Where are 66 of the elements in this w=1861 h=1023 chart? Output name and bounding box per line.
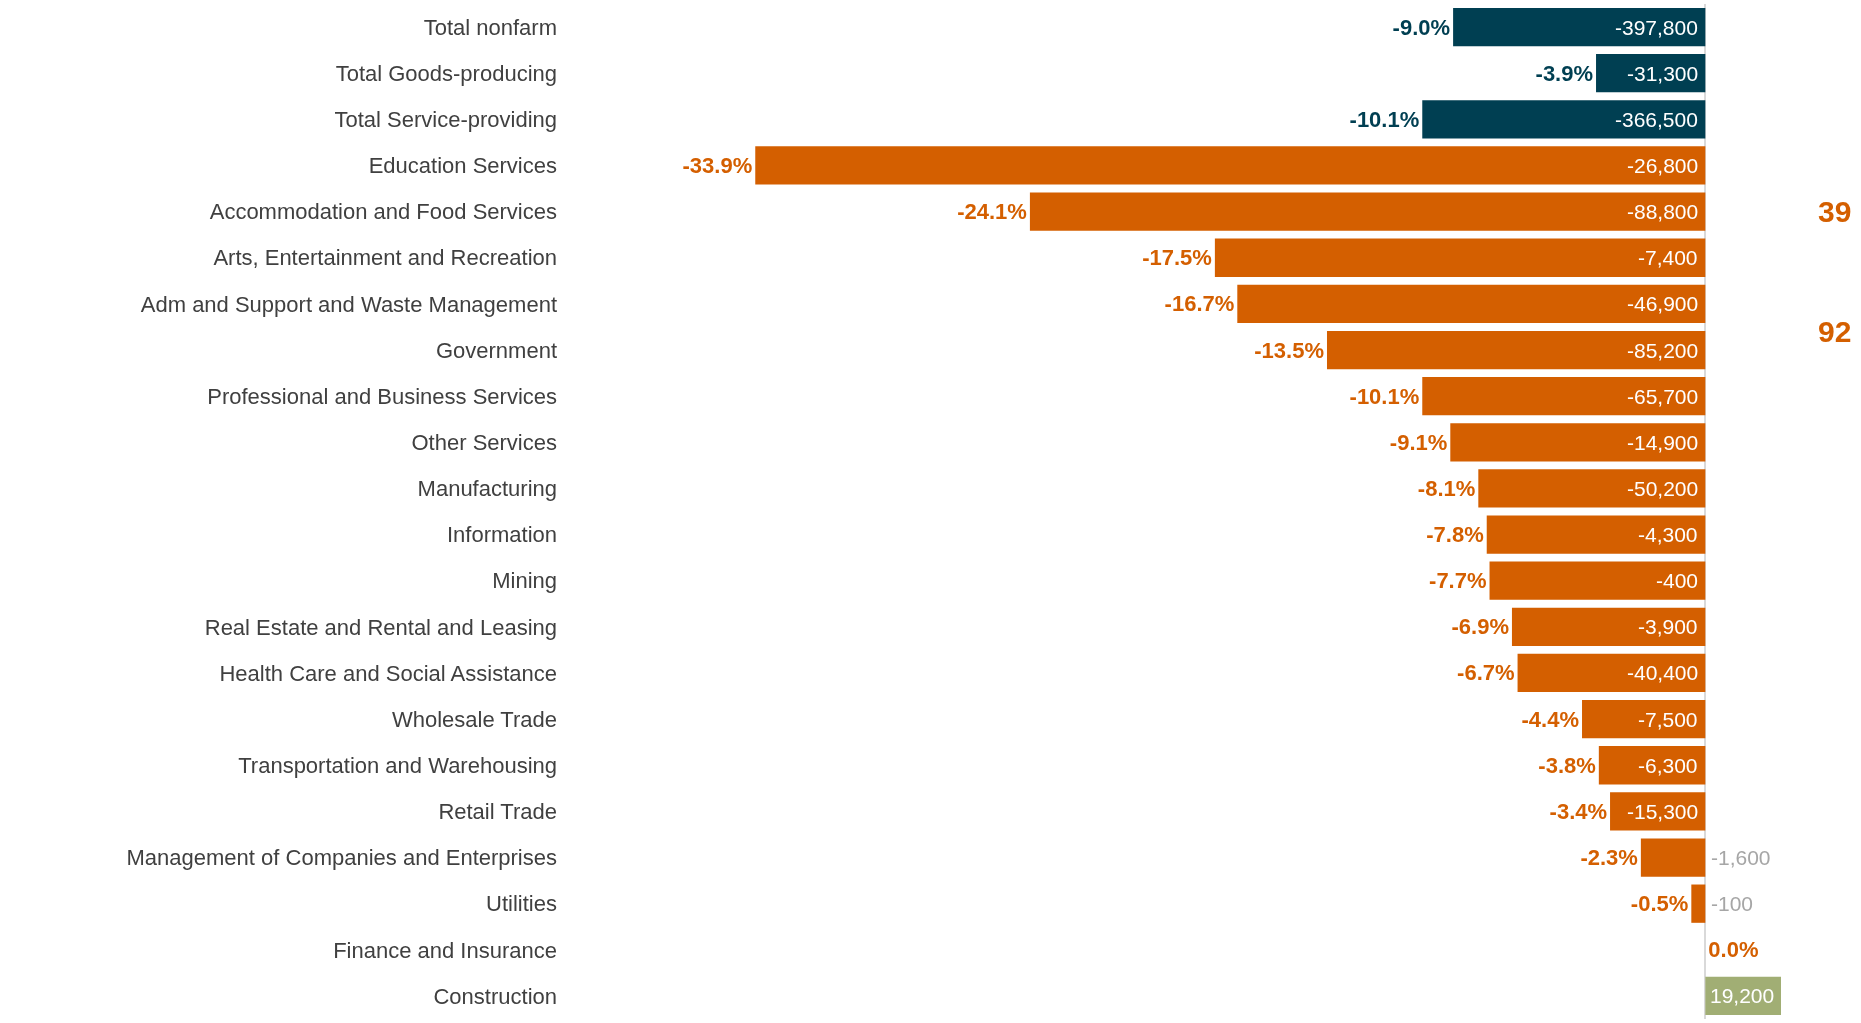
data-label: -10.1% — [1349, 383, 1420, 409]
annotation: -7,500 — [1638, 708, 1698, 731]
data-label: -7.7% — [1429, 568, 1487, 594]
annotation: 19,200 — [1710, 984, 1775, 1007]
y-tick-label: Education Services — [368, 153, 557, 179]
data-label: -33.9% — [682, 152, 753, 178]
y-tick-label: Total Service-providing — [334, 107, 557, 133]
y-tick-label: Wholesale Trade — [391, 706, 557, 732]
annotation: -50,200 — [1627, 477, 1699, 500]
annotation: -397,800 — [1615, 16, 1698, 39]
text: 39 — [1818, 195, 1852, 228]
y-tick-label: Government — [435, 337, 557, 363]
data-label: -0.5% — [1630, 891, 1689, 917]
data-label: -3.4% — [1549, 798, 1608, 824]
annotation: -46,900 — [1627, 292, 1699, 315]
data-label: -9.0% — [1392, 14, 1451, 40]
y-tick-label: Retail Trade — [438, 799, 557, 825]
annotation: -100 — [1711, 892, 1754, 915]
annotation: -3,900 — [1638, 615, 1698, 638]
annotation: -65,700 — [1627, 385, 1699, 408]
annotation: -4,300 — [1638, 523, 1698, 546]
data-label: -9.1% — [1389, 429, 1448, 455]
y-tick-label: Transportation and Warehousing — [238, 752, 557, 778]
data-label: -16.7% — [1164, 291, 1235, 317]
data-label: -10.1% — [1349, 106, 1420, 132]
data-label: -13.5% — [1254, 337, 1324, 363]
data-label: 0.0% — [1708, 937, 1759, 963]
annotation: -7,400 — [1638, 246, 1698, 269]
annotation: -366,500 — [1615, 108, 1698, 131]
annotation: -15,300 — [1627, 800, 1699, 823]
y-tick-label: Professional and Business Services — [207, 383, 557, 409]
data-label: -8.1% — [1417, 475, 1476, 501]
annotation: -85,200 — [1627, 339, 1699, 362]
y-tick-label: Manufacturing — [417, 476, 557, 502]
y-tick-label: Adm and Support and Waste Management — [140, 291, 557, 317]
annotation: -1,600 — [1711, 846, 1771, 869]
y-tick-label: Real Estate and Rental and Leasing — [204, 614, 557, 640]
y-tick-label: Mining — [492, 568, 557, 594]
data-label: -24.1% — [957, 199, 1027, 225]
data-label: -6.9% — [1451, 614, 1509, 640]
data-label: -7.8% — [1426, 522, 1484, 548]
y-tick-label: Finance and Insurance — [333, 937, 557, 963]
y-tick-label: Other Services — [411, 430, 557, 455]
data-label: -3.9% — [1535, 60, 1594, 86]
y-tick-label: Utilities — [486, 891, 557, 917]
annotation: -400 — [1656, 569, 1699, 592]
data-label: -17.5% — [1142, 245, 1212, 271]
annotation: -26,800 — [1627, 154, 1699, 177]
annotation: -40,400 — [1627, 661, 1699, 684]
data-label: -3.8% — [1538, 752, 1596, 778]
data-label: -2.3% — [1580, 845, 1638, 871]
data-label: -6.7% — [1457, 660, 1515, 686]
annotation: -31,300 — [1627, 62, 1699, 85]
data-label: -4.4% — [1521, 706, 1580, 732]
y-tick-label: Information — [446, 522, 557, 548]
y-tick-label: Accommodation and Food Services — [209, 199, 557, 225]
y-tick-label: Total Goods-producing — [335, 60, 557, 86]
y-tick-label: Total nonfarm — [423, 14, 557, 40]
y-tick-label: Construction — [433, 983, 557, 1009]
text: 92 — [1818, 315, 1852, 348]
annotation: -6,300 — [1638, 754, 1698, 777]
y-tick-label: Management of Companies and Enterprises — [126, 845, 557, 871]
y-tick-label: Arts, Entertainment and Recreation — [213, 245, 557, 271]
annotation: -14,900 — [1627, 431, 1699, 454]
annotation: -88,800 — [1627, 200, 1699, 223]
y-tick-label: Health Care and Social Assistance — [219, 660, 557, 686]
